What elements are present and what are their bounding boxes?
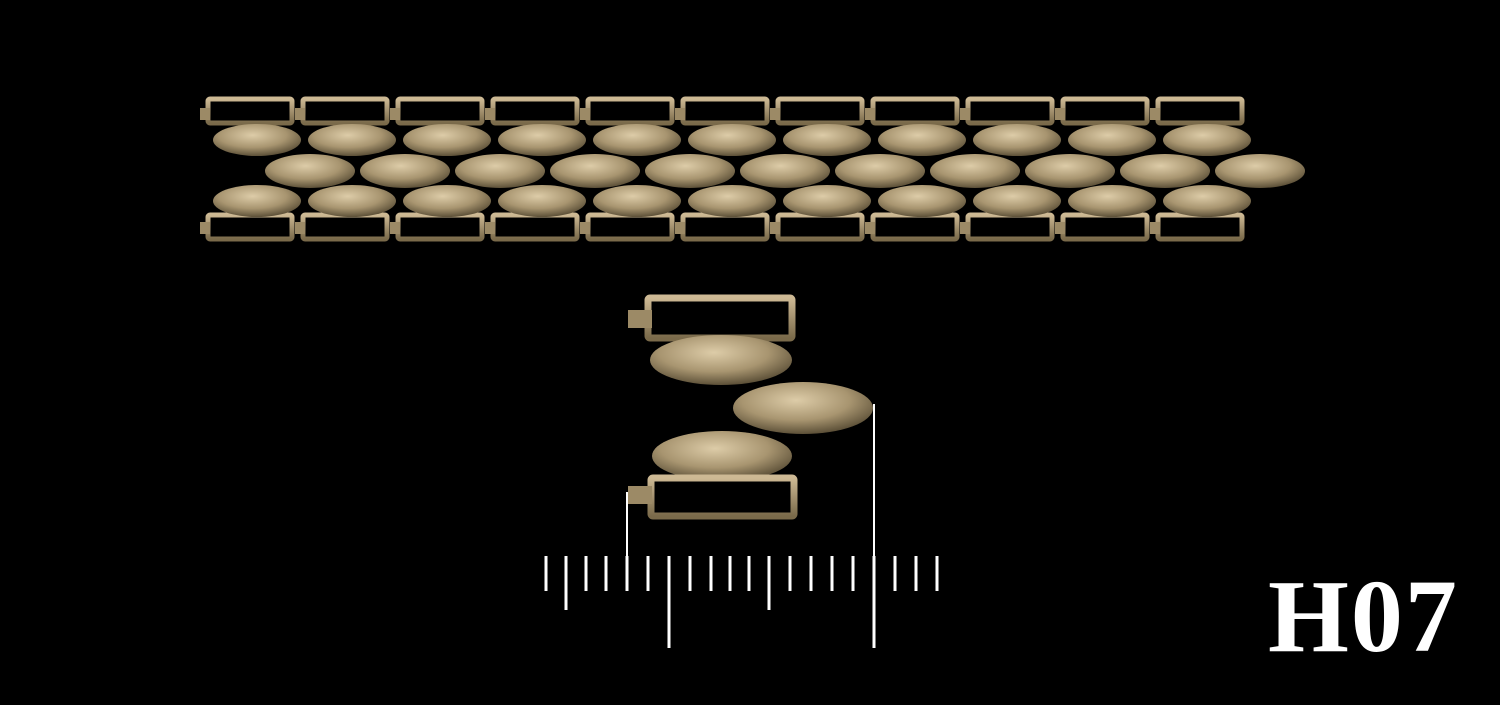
chain-connector-tab <box>1150 108 1160 120</box>
chain-oval-middle <box>550 154 640 188</box>
chain-frame-top <box>1155 96 1245 126</box>
chain-oval <box>593 124 681 156</box>
chain-frame-bottom <box>1060 212 1150 242</box>
chain-connector-tab <box>770 222 780 234</box>
chain-oval <box>688 124 776 156</box>
chain-frame-top <box>585 96 675 126</box>
product-code-label: H07 <box>1268 559 1459 674</box>
chain-oval <box>308 185 396 217</box>
chain-connector-tab <box>960 108 970 120</box>
chain-connector-tab <box>200 222 210 234</box>
chain-frame-bottom <box>680 212 770 242</box>
chain-frame-top <box>775 96 865 126</box>
chain-oval-middle <box>1215 154 1305 188</box>
chain-oval <box>783 185 871 217</box>
chain-connector-tab <box>390 222 400 234</box>
chain-oval <box>973 185 1061 217</box>
chain-connector-tab <box>485 108 495 120</box>
chain-frame-bottom <box>965 212 1055 242</box>
chain-oval <box>213 124 301 156</box>
chain-connector-tab <box>200 108 210 120</box>
chain-oval-middle <box>1120 154 1210 188</box>
chain-connector-tab <box>960 222 970 234</box>
chain-connector-tab <box>580 108 590 120</box>
chain-oval <box>878 185 966 217</box>
chain-oval-middle <box>1025 154 1115 188</box>
chain-frame-bottom <box>205 212 295 242</box>
chain-oval <box>308 124 396 156</box>
chain-oval-middle <box>360 154 450 188</box>
chain-oval <box>498 124 586 156</box>
measurement-ruler <box>544 404 939 648</box>
chain-frame-top <box>300 96 390 126</box>
chain-frame-top <box>205 96 295 126</box>
chain-connector-tab <box>1150 222 1160 234</box>
chain-connector-tab <box>295 222 305 234</box>
chain-frame-bottom <box>870 212 960 242</box>
chain-oval <box>1163 185 1251 217</box>
chain-oval <box>783 124 871 156</box>
chain-connector-tab <box>865 222 875 234</box>
chain-oval-middle <box>835 154 925 188</box>
chain-frame-top <box>395 96 485 126</box>
chain-frame-top <box>490 96 580 126</box>
single-link-detail <box>628 294 873 520</box>
chain-frame-bottom <box>395 212 485 242</box>
chain-oval <box>213 185 301 217</box>
chain-frame-bottom <box>775 212 865 242</box>
chain-oval <box>688 185 776 217</box>
chain-oval <box>878 124 966 156</box>
chain-connector-tab <box>675 222 685 234</box>
link-connector-tab <box>628 486 652 504</box>
chain-oval-middle <box>645 154 735 188</box>
chain-connector-tab <box>390 108 400 120</box>
link-frame-bottom <box>647 474 798 520</box>
chain-connector-tab <box>295 108 305 120</box>
chain-connector-tab <box>865 108 875 120</box>
chain-frame-bottom <box>490 212 580 242</box>
chain-frame-bottom <box>1155 212 1245 242</box>
chain-oval-middle <box>740 154 830 188</box>
bracelet-chain-strip <box>200 96 1305 242</box>
chain-connector-tab <box>770 108 780 120</box>
chain-oval <box>498 185 586 217</box>
chain-connector-tab <box>1055 108 1065 120</box>
chain-oval <box>593 185 681 217</box>
chain-frame-top <box>870 96 960 126</box>
chain-frame-top <box>1060 96 1150 126</box>
link-oval-top <box>650 335 792 385</box>
chain-oval-middle <box>930 154 1020 188</box>
chain-oval-middle <box>455 154 545 188</box>
link-frame-top <box>644 294 796 342</box>
chain-oval <box>1068 185 1156 217</box>
chain-frame-top <box>680 96 770 126</box>
chain-frame-top <box>965 96 1055 126</box>
link-oval-middle <box>733 382 873 434</box>
chain-oval <box>973 124 1061 156</box>
chain-connector-tab <box>675 108 685 120</box>
chain-frame-bottom <box>300 212 390 242</box>
chain-oval-middle <box>265 154 355 188</box>
chain-connector-tab <box>485 222 495 234</box>
chain-connector-tab <box>1055 222 1065 234</box>
link-oval-bottom <box>652 431 792 481</box>
chain-oval <box>403 124 491 156</box>
link-connector-tab <box>628 310 652 328</box>
chain-connector-tab <box>580 222 590 234</box>
chain-frame-bottom <box>585 212 675 242</box>
chain-oval <box>1163 124 1251 156</box>
chain-oval <box>1068 124 1156 156</box>
chain-oval <box>403 185 491 217</box>
